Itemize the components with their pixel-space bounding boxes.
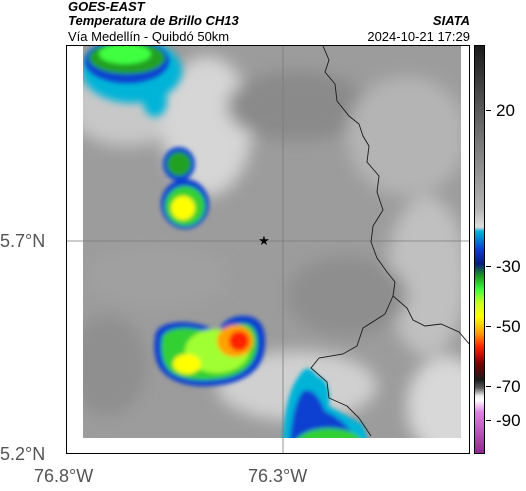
satellite-map[interactable]: ★	[66, 45, 470, 454]
imagery-edge-left	[67, 46, 83, 453]
storm-cell-south	[154, 315, 266, 387]
storm-cell-middle	[161, 147, 209, 229]
map-canvas: ★	[67, 46, 469, 453]
imagery-edge-bottom	[67, 438, 469, 453]
storm-cell-north	[82, 46, 182, 117]
datetime-label: 2024-10-21 17:29	[367, 29, 470, 44]
satellite-title: GOES-EAST	[68, 0, 145, 14]
area-subtitle: Vía Medellín - Quibdó 50km	[68, 29, 230, 44]
imagery-edge-right	[461, 46, 469, 453]
colorbar-label: -50	[496, 317, 521, 336]
colorbar-label: 20	[496, 101, 515, 120]
organization-label: SIATA	[432, 13, 470, 28]
colorbar-tick	[486, 266, 491, 267]
cloud-texture	[67, 56, 469, 453]
boundary-line	[322, 46, 469, 345]
colorbar-tick	[486, 326, 491, 327]
product-title: Temperatura de Brillo CH13	[68, 13, 239, 28]
colorbar	[474, 45, 485, 454]
colorbar-tick	[486, 386, 491, 387]
colorbar-label: -70	[496, 377, 521, 396]
lon-tick-label: 76.8°W	[34, 466, 94, 486]
boundary-line-south	[310, 295, 394, 437]
lat-tick-label: 5.2°N	[0, 444, 46, 464]
lat-tick-label: 5.7°N	[0, 231, 46, 251]
colorbar-label: -30	[496, 257, 521, 276]
colorbar-tick	[486, 420, 491, 421]
colorbar-tick	[486, 110, 491, 111]
colorbar-label: -90	[496, 411, 521, 430]
star-marker-icon: ★	[258, 233, 270, 248]
lon-tick-label: 76.3°W	[248, 466, 308, 486]
